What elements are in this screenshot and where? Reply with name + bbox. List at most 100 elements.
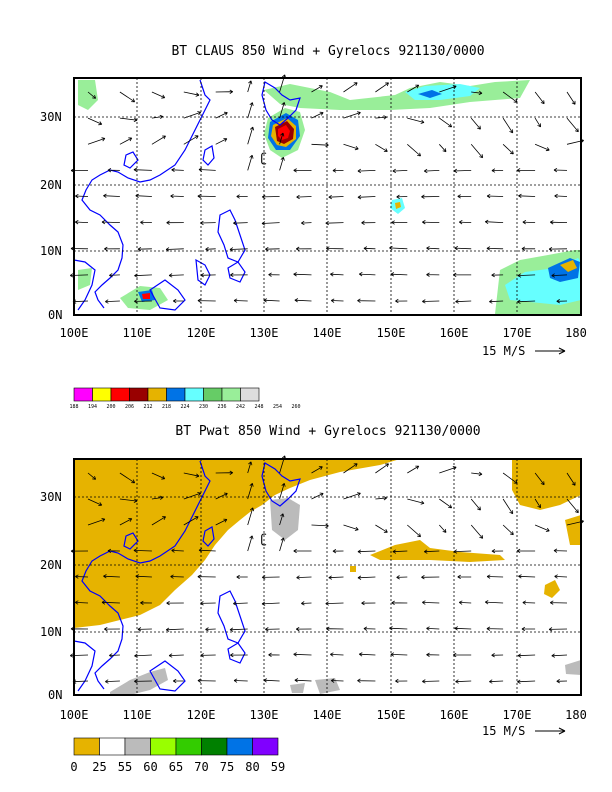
wind-vector <box>426 652 440 657</box>
wind-vector <box>295 246 312 252</box>
colorbar-label: 212 <box>143 404 152 410</box>
wind-vector <box>470 144 484 159</box>
colorbar-swatch <box>124 737 151 756</box>
wind-vector <box>548 627 568 632</box>
wind-vector <box>87 117 103 126</box>
colorbar-label: 0 <box>70 760 77 774</box>
wind-vector <box>279 537 285 552</box>
colorbar-swatch <box>226 737 253 756</box>
bottom-y-tick: 10N <box>40 625 62 639</box>
wind-vector <box>263 298 280 303</box>
wind-vector <box>470 117 481 130</box>
wind-vector <box>171 548 184 553</box>
bottom-x-tick: 130E <box>250 708 279 722</box>
colorbar-label: 206 <box>125 404 134 410</box>
wind-vector <box>151 91 166 99</box>
wind-vector <box>109 653 120 658</box>
wind-vector <box>330 298 344 303</box>
wind-vector <box>263 678 280 683</box>
wind-vector <box>534 117 541 128</box>
wind-vector <box>502 91 518 103</box>
wind-vector <box>549 220 568 225</box>
wind-vector <box>453 168 472 174</box>
wind-vector <box>343 82 358 93</box>
top-y-tick: 20N <box>40 178 62 192</box>
top-x-tick: 140E <box>313 326 342 340</box>
wind-vector <box>279 157 285 171</box>
wind-vector <box>233 298 248 303</box>
wind-vector <box>421 194 440 199</box>
wind-vector <box>395 678 408 684</box>
wind-vector <box>363 626 376 631</box>
wind-vector <box>279 513 285 526</box>
wind-vector <box>170 574 184 579</box>
wind-vector <box>247 154 254 171</box>
wind-vector <box>516 168 536 173</box>
wind-vector <box>261 194 280 200</box>
wind-vector <box>119 518 133 526</box>
wind-vector <box>133 548 152 553</box>
wind-vector <box>502 498 514 515</box>
wind-vector <box>518 193 536 199</box>
wind-vector <box>517 299 536 304</box>
wind-vector <box>566 472 576 486</box>
bottom-wind-vectors <box>69 455 584 684</box>
wind-vector <box>183 91 200 97</box>
wind-vector <box>332 168 344 173</box>
top-x-tick: 180 <box>565 326 587 340</box>
wind-vector <box>407 143 421 157</box>
wind-vector <box>87 472 97 480</box>
wind-vector <box>151 135 166 145</box>
top-y-tick: 10N <box>40 244 62 258</box>
wind-vector <box>390 652 408 657</box>
wind-vector <box>471 90 483 96</box>
colorbar-swatch <box>221 387 241 402</box>
wind-vector <box>105 299 120 304</box>
wind-vector <box>486 574 504 579</box>
wind-vector <box>502 117 514 134</box>
wind-vector <box>247 483 254 500</box>
wind-vector <box>134 653 152 658</box>
colorbar-label: 55 <box>118 760 132 774</box>
colorbar-swatch <box>99 737 126 756</box>
colorbar-swatch <box>129 387 149 402</box>
colorbar-label: 194 <box>88 404 97 410</box>
wind-vector <box>74 600 89 605</box>
wind-vector <box>343 463 358 474</box>
wind-vector <box>458 600 472 605</box>
wind-vector <box>247 535 254 552</box>
wind-vector <box>457 574 472 580</box>
wind-vector <box>326 626 344 631</box>
wind-vector <box>522 220 536 225</box>
wind-vector <box>103 193 120 198</box>
top-wind-vectors <box>69 74 584 304</box>
wind-vector <box>215 111 228 119</box>
wind-vector <box>247 102 254 119</box>
wind-vector <box>101 219 120 225</box>
wind-vector <box>407 84 420 93</box>
wind-vector <box>268 272 280 277</box>
bottom-x-ticks: 100E 110E 120E 130E 140E 150E 160E 170E … <box>60 708 587 722</box>
wind-vector <box>311 142 329 148</box>
colorbar-label: 200 <box>106 404 115 410</box>
wind-vector <box>454 626 472 631</box>
top-x-tick: 100E <box>60 326 89 340</box>
wind-vector <box>325 220 344 226</box>
top-vector-reference: 15 M/S <box>482 344 566 358</box>
colorbar-label: 230 <box>199 404 208 410</box>
wind-vector <box>215 138 228 145</box>
wind-vector <box>453 549 472 554</box>
wind-vector <box>236 194 248 199</box>
wind-vector <box>392 168 408 174</box>
bottom-x-tick: 100E <box>60 708 89 722</box>
bottom-x-tick: 170E <box>503 708 532 722</box>
wind-vector <box>137 246 152 252</box>
wind-vector <box>197 678 216 683</box>
wind-vector <box>236 574 248 580</box>
wind-vector <box>197 194 216 199</box>
wind-vector <box>391 600 408 606</box>
wind-vector <box>439 524 447 533</box>
wind-vector <box>548 246 568 252</box>
wind-vector <box>470 498 481 511</box>
